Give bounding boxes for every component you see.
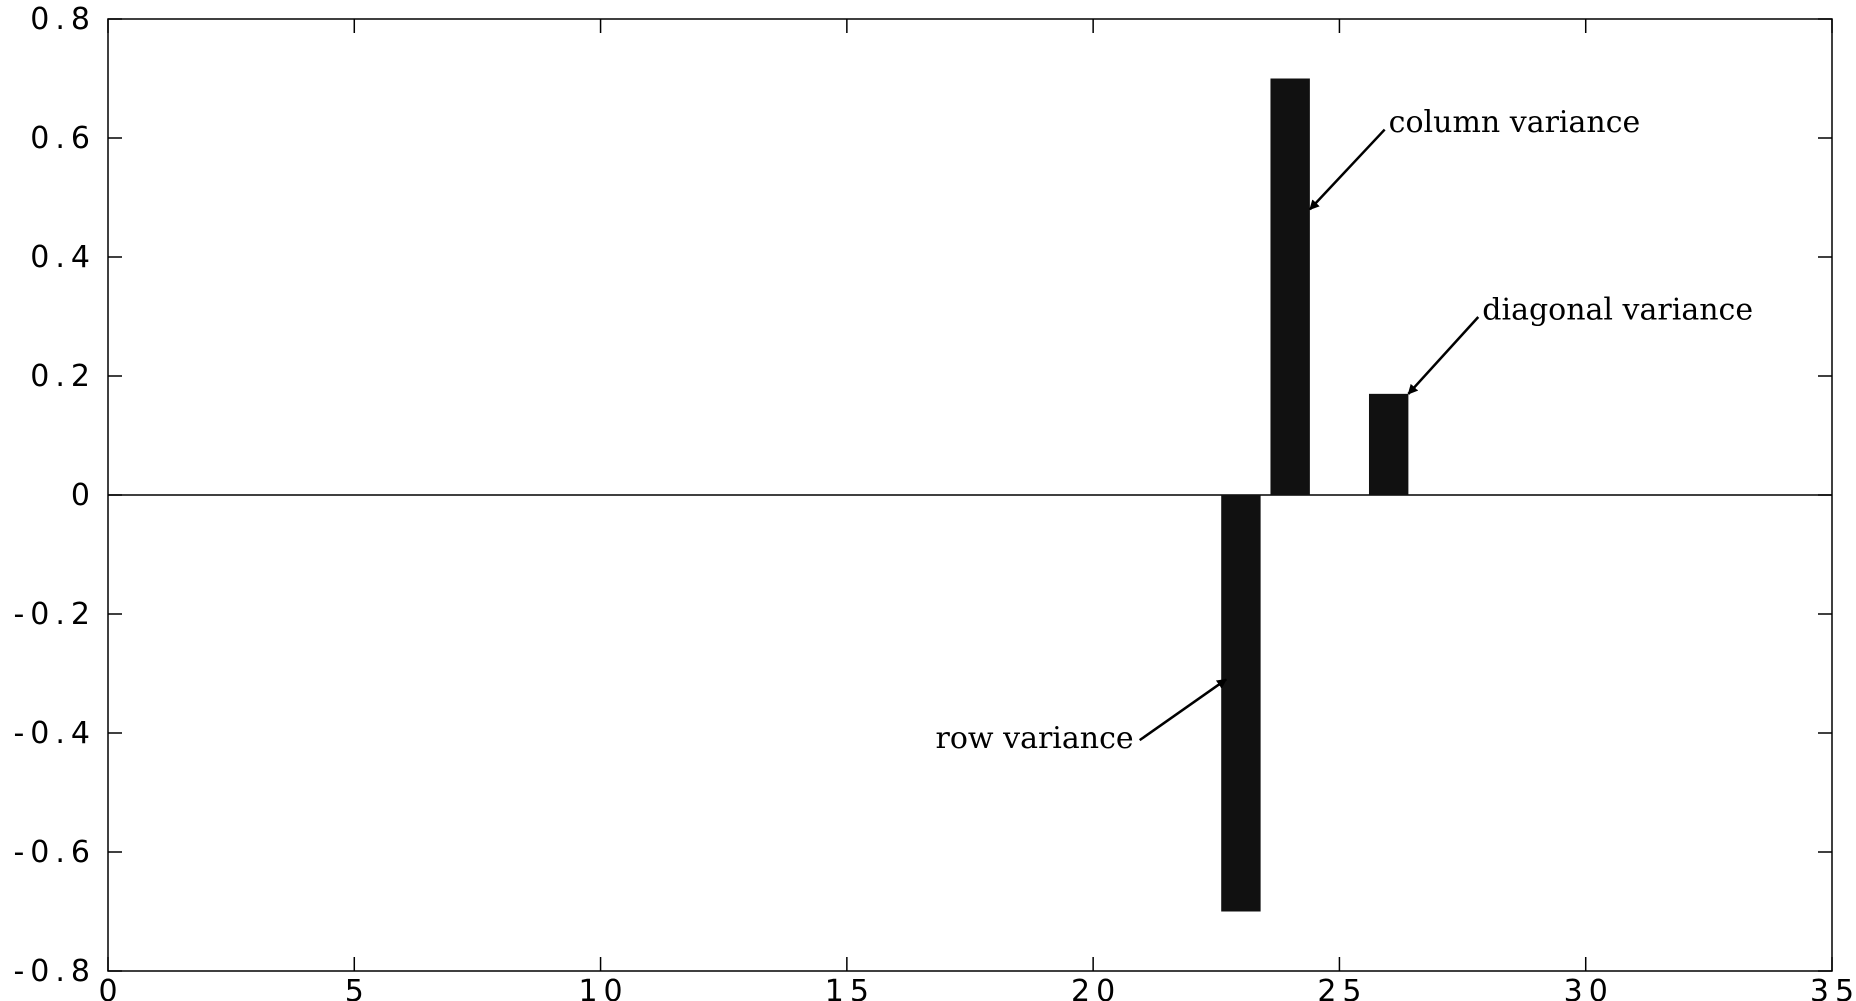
x-tick-label: 15 <box>825 974 875 1001</box>
y-tick-label: 0.2 <box>30 359 96 394</box>
x-tick-label: 20 <box>1071 974 1121 1001</box>
y-tick-label: 0.8 <box>30 2 96 37</box>
y-tick-label: 0.6 <box>30 121 96 156</box>
x-tick-label: 10 <box>578 974 628 1001</box>
x-tick-labels: 0 5 10 15 20 25 30 35 <box>98 974 1856 1001</box>
y-tick-labels: 0.8 0.6 0.4 0.2 0 -0.2 -0.4 -0.6 -0.8 <box>13 2 96 989</box>
y-tick-label: -0.8 <box>13 954 96 989</box>
x-tick-label: 30 <box>1564 974 1614 1001</box>
bar <box>1221 495 1261 912</box>
annotation-arrow <box>1308 128 1386 211</box>
bar <box>1270 78 1310 495</box>
bars <box>1221 78 1409 912</box>
annotation-label: row variance <box>936 721 1134 756</box>
bar <box>1368 393 1409 495</box>
ticks <box>107 18 1833 972</box>
y-tick-label: -0.2 <box>13 597 96 632</box>
y-tick-label: -0.4 <box>13 716 96 751</box>
annotation-label: diagonal variance <box>1482 292 1753 327</box>
y-tick-label: 0.4 <box>30 240 96 275</box>
x-tick-label: 0 <box>98 974 123 1001</box>
y-tick-label: 0 <box>71 478 96 513</box>
x-tick-label: 35 <box>1810 974 1856 1001</box>
y-tick-label: -0.6 <box>13 835 96 870</box>
x-tick-label: 5 <box>345 974 370 1001</box>
annotations: column variance diagonal variance row vari… <box>936 105 1754 756</box>
x-tick-label: 25 <box>1317 974 1367 1001</box>
annotation-label: column variance <box>1389 105 1641 140</box>
annotation-arrow <box>1138 678 1227 742</box>
annotation-arrow <box>1407 316 1480 395</box>
